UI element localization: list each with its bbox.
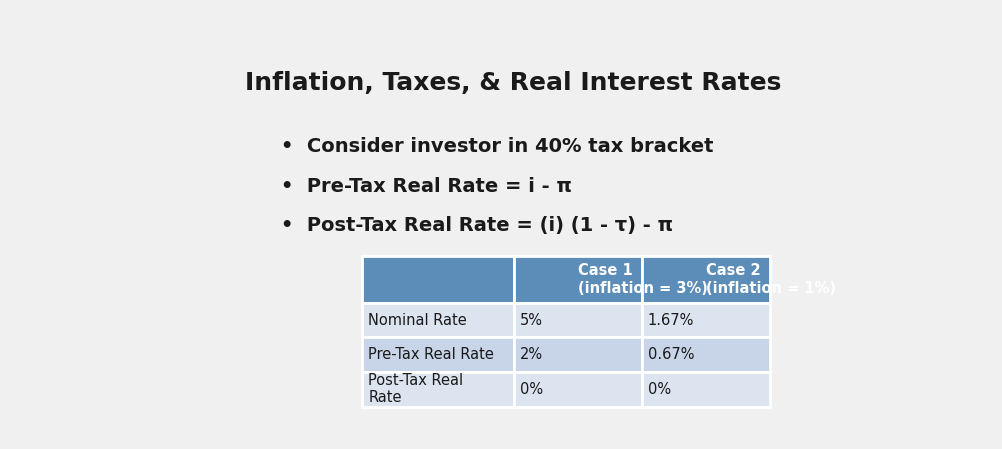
FancyBboxPatch shape [641, 372, 770, 406]
Text: Nominal Rate: Nominal Rate [369, 313, 467, 328]
Text: 1.67%: 1.67% [648, 313, 694, 328]
Text: Case 2
(inflation = 1%): Case 2 (inflation = 1%) [705, 263, 836, 296]
Text: 0%: 0% [648, 382, 671, 397]
Text: 0.67%: 0.67% [648, 347, 694, 362]
Text: 0%: 0% [520, 382, 543, 397]
Text: 5%: 5% [520, 313, 543, 328]
FancyBboxPatch shape [514, 372, 641, 406]
Text: •  Post-Tax Real Rate = (i) (1 - τ) - π: • Post-Tax Real Rate = (i) (1 - τ) - π [281, 216, 672, 235]
Text: Case 1
(inflation = 3%): Case 1 (inflation = 3%) [577, 263, 707, 296]
FancyBboxPatch shape [641, 256, 770, 303]
FancyBboxPatch shape [641, 303, 770, 337]
Text: •  Pre-Tax Real Rate = i - π: • Pre-Tax Real Rate = i - π [281, 176, 571, 196]
FancyBboxPatch shape [362, 372, 514, 406]
FancyBboxPatch shape [641, 337, 770, 372]
FancyBboxPatch shape [514, 256, 641, 303]
FancyBboxPatch shape [514, 303, 641, 337]
Text: Post-Tax Real
Rate: Post-Tax Real Rate [369, 373, 464, 405]
Text: Inflation, Taxes, & Real Interest Rates: Inflation, Taxes, & Real Interest Rates [245, 71, 782, 95]
FancyBboxPatch shape [362, 303, 514, 337]
FancyBboxPatch shape [362, 337, 514, 372]
FancyBboxPatch shape [362, 256, 514, 303]
Text: 2%: 2% [520, 347, 543, 362]
FancyBboxPatch shape [514, 337, 641, 372]
Text: •  Consider investor in 40% tax bracket: • Consider investor in 40% tax bracket [281, 137, 713, 156]
Text: Pre-Tax Real Rate: Pre-Tax Real Rate [369, 347, 494, 362]
